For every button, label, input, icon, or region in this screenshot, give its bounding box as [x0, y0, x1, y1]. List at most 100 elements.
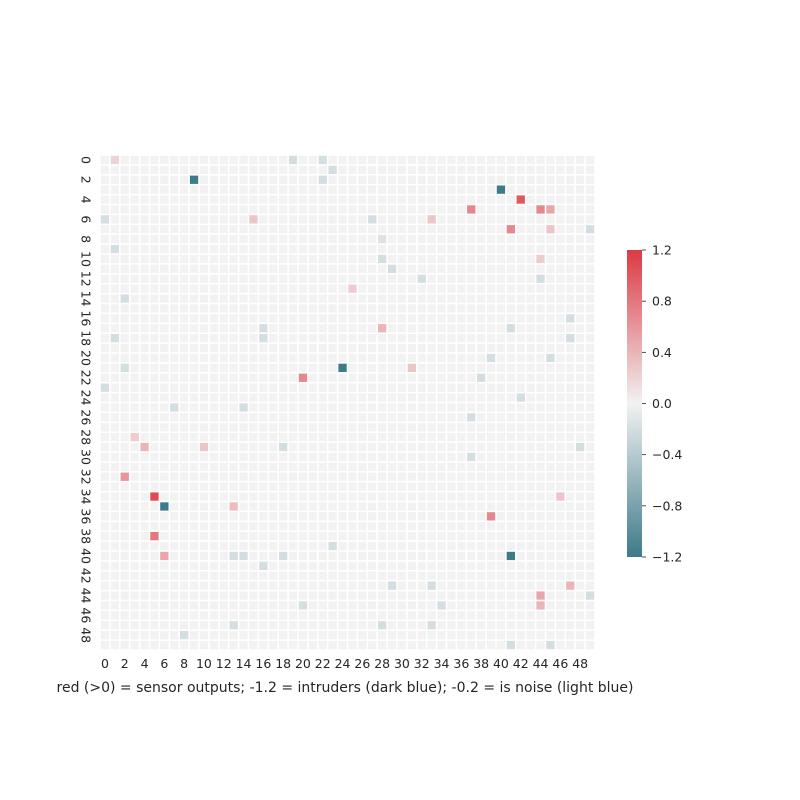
heatmap-cell [180, 561, 189, 570]
heatmap-cell [328, 165, 337, 174]
heatmap-cell [140, 254, 149, 264]
heatmap-cell [298, 215, 308, 224]
heatmap-cell [219, 532, 228, 541]
heatmap-cell [308, 631, 317, 640]
heatmap-cell [229, 442, 238, 452]
heatmap-cell [358, 353, 367, 363]
heatmap-cell [585, 512, 595, 521]
heatmap-cell [150, 442, 159, 452]
heatmap-cell [269, 581, 278, 590]
heatmap-cell [110, 314, 119, 323]
heatmap-cell [308, 363, 317, 372]
heatmap-cell [437, 254, 446, 264]
heatmap-cell [427, 581, 436, 590]
heatmap-cell [516, 235, 525, 244]
heatmap-cell [120, 294, 129, 303]
heatmap-cell [477, 373, 486, 382]
x-tick-label: 0 [101, 656, 109, 671]
heatmap-cell [496, 393, 506, 402]
heatmap-cell [328, 472, 337, 481]
heatmap-cell [110, 423, 119, 432]
heatmap-cell [576, 433, 585, 442]
heatmap-cell [100, 512, 110, 521]
heatmap-cell [209, 492, 218, 501]
heatmap-cell [229, 383, 238, 392]
heatmap-cell [486, 155, 496, 165]
heatmap-cell [229, 472, 238, 481]
heatmap-cell [249, 571, 258, 580]
heatmap-cell [239, 205, 248, 214]
heatmap-cell [585, 373, 595, 382]
heatmap-cell [318, 581, 327, 590]
heatmap-cell [100, 334, 110, 343]
heatmap-cell [140, 631, 149, 640]
heatmap-cell [110, 244, 119, 254]
heatmap-cell [130, 522, 139, 531]
heatmap-cell [496, 165, 506, 174]
heatmap-cell [318, 353, 327, 363]
heatmap-cell [279, 492, 288, 501]
heatmap-cell [189, 225, 199, 234]
heatmap-cell [585, 185, 595, 194]
heatmap-cell [348, 591, 357, 600]
heatmap-cell [338, 215, 347, 224]
heatmap-cell [447, 433, 456, 442]
heatmap-cell [437, 423, 446, 432]
heatmap-cell [348, 462, 357, 471]
heatmap-cell [526, 472, 535, 481]
heatmap-cell [427, 551, 436, 561]
heatmap-cell [160, 433, 169, 442]
heatmap-cell [259, 343, 268, 353]
heatmap-cell [100, 423, 110, 432]
heatmap-cell [249, 433, 258, 442]
heatmap-cell [219, 561, 228, 570]
heatmap-cell [486, 621, 496, 630]
heatmap-cell [279, 502, 288, 511]
heatmap-cell [160, 522, 169, 531]
heatmap-cell [348, 284, 357, 293]
heatmap-cell [546, 551, 555, 561]
heatmap-cell [378, 334, 387, 343]
heatmap-cell [259, 512, 268, 521]
heatmap-cell [506, 185, 515, 194]
heatmap-cell [259, 541, 268, 551]
heatmap-cell [298, 433, 308, 442]
heatmap-cell [308, 601, 317, 610]
heatmap-cell [427, 611, 436, 620]
heatmap-cell [130, 581, 139, 590]
heatmap-cell [209, 462, 218, 471]
heatmap-cell [536, 541, 545, 551]
heatmap-cell [407, 571, 416, 580]
heatmap-cell [378, 155, 387, 165]
heatmap-cell [556, 591, 565, 600]
heatmap-cell [437, 561, 446, 570]
heatmap-cell [387, 383, 397, 392]
heatmap-cell [378, 581, 387, 590]
heatmap-cell [150, 522, 159, 531]
heatmap-cell [298, 343, 308, 353]
heatmap-cell [358, 532, 367, 541]
heatmap-cell [387, 591, 397, 600]
heatmap-cell [269, 155, 278, 165]
heatmap-cell [486, 482, 496, 491]
heatmap-cell [219, 215, 228, 224]
heatmap-cell [239, 492, 248, 501]
heatmap-cell [298, 472, 308, 481]
heatmap-cell [457, 581, 466, 590]
heatmap-cell [566, 611, 575, 620]
heatmap-cell [259, 621, 268, 630]
heatmap-cell [140, 551, 149, 561]
heatmap-cell [556, 353, 565, 363]
heatmap-cell [486, 244, 496, 254]
heatmap-cell [318, 442, 327, 452]
heatmap-cell [160, 551, 169, 561]
heatmap-cell [110, 640, 119, 650]
heatmap-cell [110, 601, 119, 610]
heatmap-cell [338, 205, 347, 214]
heatmap-cell [348, 294, 357, 303]
heatmap-cell [427, 442, 436, 452]
heatmap-cell [130, 591, 139, 600]
heatmap-cell [209, 482, 218, 491]
heatmap-cell [180, 185, 189, 194]
